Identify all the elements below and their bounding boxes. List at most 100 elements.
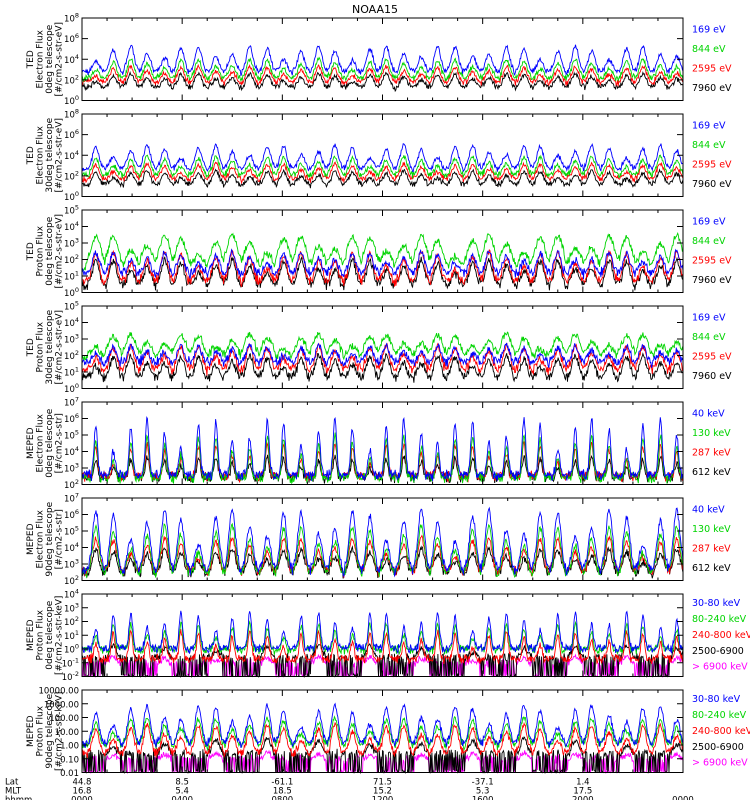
series-trace-2 xyxy=(81,342,684,376)
series-trace-3 xyxy=(81,232,684,272)
legend-entry: > 6900 keV xyxy=(692,662,748,673)
y-tick-label: 0.01 xyxy=(60,769,79,779)
legend-entry: 169 eV xyxy=(692,120,726,131)
series-trace-4 xyxy=(81,506,684,578)
series-trace-1 xyxy=(81,256,684,291)
y-tick-label: 102 xyxy=(64,169,79,182)
y-tick-label: 103 xyxy=(64,462,79,475)
time-row-value: 0400 xyxy=(171,796,193,800)
legend-entry: 612 keV xyxy=(692,563,731,574)
series-trace-3 xyxy=(81,629,684,665)
legend-entry: 130 keV xyxy=(692,524,731,535)
time-row-value: 8.5 xyxy=(175,778,189,788)
legend-entry: 844 eV xyxy=(692,332,726,343)
legend-entry: 7960 eV xyxy=(692,179,732,190)
time-row-value: -37.1 xyxy=(472,778,494,788)
legend-entry: 80-240 keV xyxy=(692,710,747,721)
series-trace-3 xyxy=(81,721,684,759)
legend-entry: 7960 eV xyxy=(692,275,732,286)
y-tick-label: 10-1 xyxy=(62,656,79,669)
legend-entry: 844 eV xyxy=(692,140,726,151)
y-tick-label: 103 xyxy=(64,333,79,346)
y-tick-label: 104 xyxy=(64,541,79,554)
legend-entry: 169 eV xyxy=(692,24,726,35)
legend-entry: 240-800 keV xyxy=(692,630,750,641)
legend-entry: 287 keV xyxy=(692,544,731,555)
series-trace-1 xyxy=(81,70,684,93)
y-tick-label: 101 xyxy=(64,270,79,283)
time-row-value: 18.5 xyxy=(273,787,292,797)
y-tick-label: 102 xyxy=(64,478,79,491)
y-tick-label: 102 xyxy=(64,73,79,86)
y-tick-label: 108 xyxy=(64,108,79,121)
series-trace-4 xyxy=(81,248,684,280)
y-tick-label: 100.00 xyxy=(49,714,79,724)
y-tick-label: 104 xyxy=(64,53,79,66)
series-trace-2 xyxy=(81,63,684,87)
y-tick-label: 10.00 xyxy=(55,728,79,738)
y-tick-label: 106 xyxy=(64,508,79,521)
time-axis: Lat 44.8 8.5 -61.1 71.5 -37.1 1.4 MLT 16.8 5.4 18.… xyxy=(5,778,694,800)
series-trace-2 xyxy=(81,161,684,185)
y-tick-label: 104 xyxy=(64,316,79,329)
time-row-value: 71.5 xyxy=(373,778,392,788)
chart-title: NOAA15 xyxy=(352,3,398,16)
series-trace-1 xyxy=(81,168,684,189)
time-row-value: 5.3 xyxy=(476,787,490,797)
y-tick-label: 1000.00 xyxy=(44,700,79,710)
y-tick-label: 100 xyxy=(64,190,79,203)
y-tick-label: 106 xyxy=(64,412,79,425)
legend-entry: 130 keV xyxy=(692,428,731,439)
legend-entry: 2595 eV xyxy=(692,256,732,267)
legend-entry: 612 keV xyxy=(692,467,731,478)
time-row-value: 1.4 xyxy=(576,778,590,788)
series-trace-1 xyxy=(81,352,684,383)
y-tick-label: 102 xyxy=(64,574,79,587)
series-trace-4 xyxy=(81,44,684,76)
y-tick-label: 105 xyxy=(64,300,79,313)
legend-entry: 40 keV xyxy=(692,504,725,515)
series-trace-4 xyxy=(81,416,684,482)
y-tick-label: 1.00 xyxy=(60,742,79,752)
y-axis-label: TEDProton Flux30deg telescope[#/cm2-s-st… xyxy=(26,309,65,384)
y-tick-label: 10000.00 xyxy=(38,687,79,697)
legend-entry: 169 eV xyxy=(692,216,726,227)
y-tick-label: 106 xyxy=(64,32,79,45)
legend-entry: 30-80 keV xyxy=(692,598,741,609)
y-tick-label: 104 xyxy=(64,149,79,162)
y-axis-label: MEPEDProton Flux0deg telescope[#/cm2-s-s… xyxy=(26,596,65,675)
y-tick-label: 100 xyxy=(64,286,79,299)
y-tick-label: 107 xyxy=(64,396,79,409)
time-row-value: 44.8 xyxy=(73,778,92,788)
y-axis-label: TEDElectron Flux0deg telescope[#/cm2-s-s… xyxy=(26,22,65,97)
y-tick-label: 103 xyxy=(64,237,79,250)
y-tick-label: 104 xyxy=(64,588,79,601)
legend-entry: 7960 eV xyxy=(692,83,732,94)
time-row-label: hhmm xyxy=(5,796,32,800)
series-trace-5 xyxy=(81,610,684,655)
time-row-value: 0000 xyxy=(71,796,93,800)
series-trace-4 xyxy=(81,143,684,173)
legend-entry: 240-800 keV xyxy=(692,726,750,737)
legend-entry: 80-240 keV xyxy=(692,614,747,625)
time-row-value: 16.8 xyxy=(73,787,92,797)
legend-entry: > 6900 keV xyxy=(692,758,748,769)
panel-frame xyxy=(81,113,684,197)
series-trace-3 xyxy=(81,331,684,361)
time-row-value: 5.4 xyxy=(175,787,189,797)
legend-entry: 287 keV xyxy=(692,448,731,459)
y-tick-label: 105 xyxy=(64,525,79,538)
y-tick-label: 101 xyxy=(64,366,79,379)
y-tick-label: 100 xyxy=(64,643,79,656)
legend-entry: 30-80 keV xyxy=(692,694,741,705)
legend-entry: 844 eV xyxy=(692,236,726,247)
time-row-value: 1200 xyxy=(372,796,394,800)
y-axis-label: MEPEDProton Flux90deg telescope[#/cm2-s-… xyxy=(26,692,65,771)
